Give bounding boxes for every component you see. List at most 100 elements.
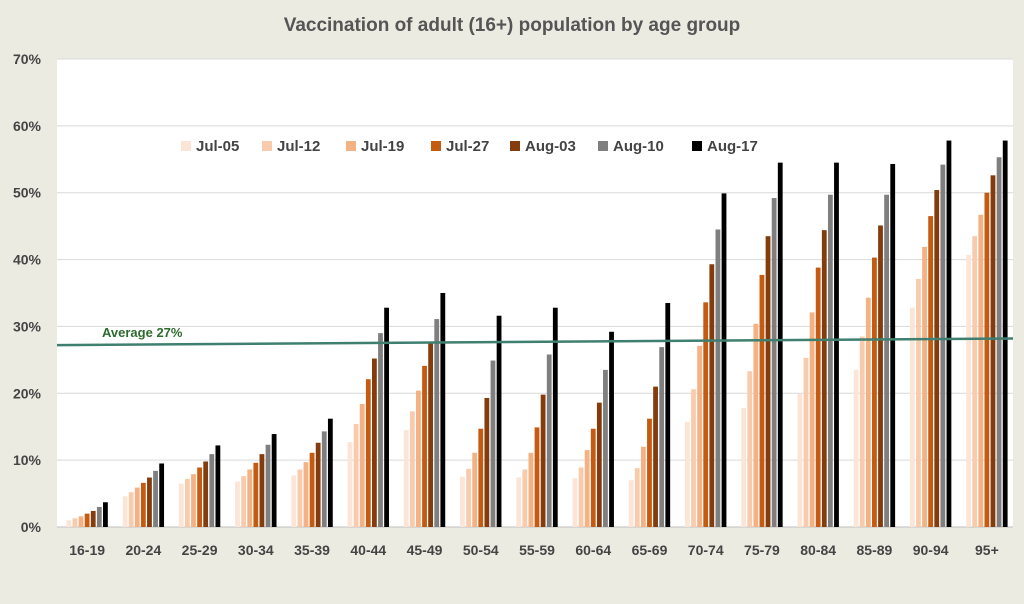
bar-jul-12-30-34	[241, 476, 247, 527]
bar-aug-03-50-54	[484, 397, 490, 527]
bar-aug-03-20-24	[147, 477, 152, 527]
legend-label-aug-10: Aug-10	[613, 138, 664, 155]
bar-jul-27-20-24	[140, 482, 146, 527]
bar-jul-05-70-74	[685, 422, 690, 527]
bar-jul-19-25-29	[191, 474, 196, 527]
bar-aug-10-45-49	[434, 319, 440, 527]
bar-jul-19-85-89	[865, 297, 871, 527]
bar-aug-10-65-69	[659, 347, 665, 527]
bar-jul-05-65-69	[628, 480, 634, 527]
bar-aug-03-75-79	[765, 236, 771, 527]
legend-label-jul-27: Jul-27	[446, 138, 489, 155]
bar-aug-03-85-89	[878, 225, 883, 527]
chart-title: Vaccination of adult (16+) population by…	[284, 15, 741, 36]
bar-jul-12-70-74	[691, 389, 696, 527]
x-tick-label: 35-39	[294, 542, 330, 558]
bar-aug-10-80-84	[827, 194, 833, 527]
bar-jul-05-45-49	[403, 430, 409, 527]
x-tick-label: 90-94	[913, 542, 949, 558]
legend-swatch-jul-27	[431, 141, 441, 151]
bar-aug-17-45-49	[440, 293, 446, 527]
bar-aug-10-60-64	[603, 369, 608, 527]
y-axis-ticks: 0% 10% 20% 30% 40% 50% 60% 70%	[13, 51, 42, 535]
x-tick-label: 85-89	[857, 542, 893, 558]
bar-jul-27-25-29	[197, 467, 202, 527]
bar-aug-10-50-54	[490, 360, 496, 527]
bar-jul-19-30-34	[247, 469, 253, 527]
bar-jul-27-45-49	[422, 365, 427, 527]
x-tick-label: 50-54	[463, 542, 499, 558]
bar-aug-03-45-49	[428, 343, 434, 527]
bar-jul-05-90-94	[909, 307, 915, 527]
bar-jul-05-20-24	[122, 496, 128, 527]
bar-aug-10-75-79	[771, 198, 777, 527]
bar-jul-27-30-34	[253, 462, 259, 527]
y-tick-label: 70%	[13, 51, 42, 67]
bar-aug-10-30-34	[265, 444, 271, 527]
legend-swatch-jul-12	[262, 141, 272, 151]
legend-swatch-aug-03	[510, 141, 520, 151]
bar-jul-12-95+	[972, 236, 978, 527]
bar-jul-27-65-69	[647, 418, 652, 527]
bar-jul-05-95+	[966, 254, 971, 528]
bar-aug-03-25-29	[203, 461, 209, 527]
bar-jul-27-35-39	[309, 452, 315, 527]
bar-aug-03-30-34	[259, 454, 265, 527]
bar-jul-05-80-84	[797, 393, 803, 527]
bar-aug-03-16-19	[90, 510, 96, 527]
bar-jul-19-75-79	[753, 323, 759, 527]
bar-aug-17-55-59	[552, 307, 558, 527]
y-tick-label: 30%	[13, 318, 42, 334]
bar-aug-10-16-19	[96, 506, 102, 527]
bar-jul-27-70-74	[703, 302, 709, 527]
legend-label-jul-05: Jul-05	[196, 138, 239, 155]
bar-jul-19-50-54	[472, 452, 478, 527]
x-tick-label: 55-59	[519, 542, 555, 558]
average-annotation: Average 27%	[56, 325, 1014, 347]
bar-aug-17-30-34	[271, 434, 277, 527]
bar-aug-03-70-74	[709, 264, 715, 527]
bar-aug-10-95+	[996, 157, 1002, 527]
legend-swatch-aug-17	[692, 141, 702, 151]
bar-aug-10-70-74	[715, 229, 721, 527]
bar-jul-19-45-49	[416, 390, 421, 527]
bar-aug-03-95+	[990, 175, 996, 527]
bar-jul-27-85-89	[872, 257, 877, 527]
x-tick-label: 25-29	[182, 542, 218, 558]
x-tick-label: 16-19	[69, 542, 105, 558]
average-line	[56, 337, 1014, 347]
bar-jul-27-60-64	[590, 428, 596, 527]
x-tick-label: 70-74	[688, 542, 724, 558]
bar-jul-12-65-69	[634, 468, 640, 527]
bar-aug-10-35-39	[321, 431, 327, 527]
bar-jul-05-55-59	[516, 477, 522, 527]
y-tick-label: 20%	[13, 385, 42, 401]
bar-aug-17-20-24	[159, 463, 165, 527]
bar-jul-19-80-84	[809, 312, 815, 527]
bar-aug-17-90-94	[946, 140, 952, 527]
legend-swatch-jul-05	[181, 141, 191, 151]
bar-aug-17-75-79	[777, 162, 783, 527]
bar-jul-05-60-64	[572, 478, 578, 527]
bar-jul-27-75-79	[759, 274, 765, 527]
bar-jul-27-40-44	[365, 379, 371, 527]
bar-aug-17-25-29	[215, 445, 221, 527]
x-tick-label: 40-44	[350, 542, 386, 558]
bar-jul-19-60-64	[584, 450, 590, 527]
y-tick-label: 60%	[13, 118, 42, 134]
bar-aug-03-40-44	[371, 358, 377, 527]
bar-aug-03-65-69	[653, 386, 658, 527]
x-tick-label: 20-24	[125, 542, 161, 558]
x-tick-label: 80-84	[800, 542, 836, 558]
x-tick-label: 45-49	[407, 542, 443, 558]
bar-jul-19-35-39	[303, 462, 309, 527]
bar-jul-27-16-19	[84, 513, 90, 527]
bar-aug-03-90-94	[934, 190, 940, 528]
bar-jul-19-16-19	[78, 516, 84, 527]
y-tick-label: 40%	[13, 252, 42, 268]
bar-jul-27-95+	[984, 192, 990, 527]
y-tick-label: 50%	[13, 185, 42, 201]
bar-aug-10-40-44	[378, 333, 383, 527]
bar-jul-19-90-94	[922, 246, 927, 527]
